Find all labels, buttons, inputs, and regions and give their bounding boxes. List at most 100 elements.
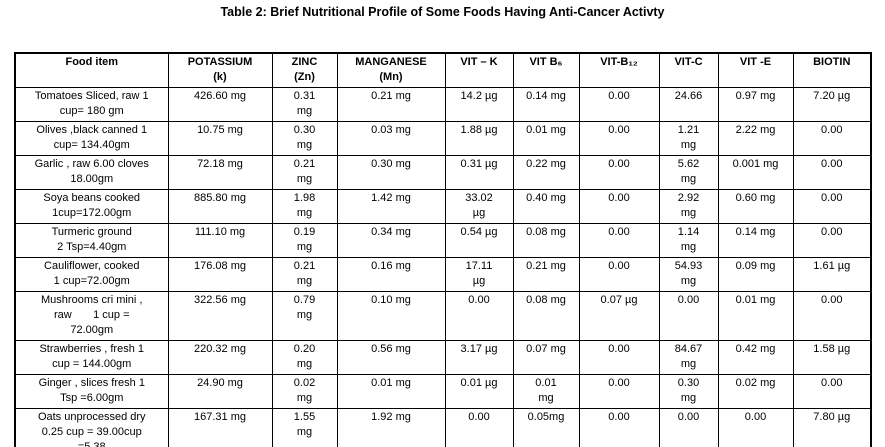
cell-manganese: 0.21 mg — [336, 87, 446, 122]
cell-potassium: 111.10 mg — [167, 223, 273, 258]
cell-zinc: 0.30 mg — [271, 121, 338, 156]
column-header-vit-c: VIT-C — [658, 52, 719, 88]
cell-potassium: 220.32 mg — [167, 340, 273, 375]
column-header-manganese: MANGANESE (Mn) — [336, 52, 446, 88]
cell-biotin: 0.00 — [792, 374, 872, 409]
cell-vit-b6: 0.01 mg — [512, 121, 580, 156]
cell-vit-c: 1.21 mg — [658, 121, 719, 156]
cell-manganese: 0.10 mg — [336, 291, 446, 341]
cell-vit-b6: 0.40 mg — [512, 189, 580, 224]
cell-food-item: Tomatoes Sliced, raw 1 cup= 180 gm — [14, 87, 169, 122]
column-header-vit-e: VIT -E — [717, 52, 794, 88]
table-title: Table 2: Brief Nutritional Profile of So… — [220, 5, 665, 19]
cell-zinc: 0.21 mg — [271, 155, 338, 190]
table-row-cauliflower: Cauliflower, cooked 1 cup=72.00gm 176.08… — [14, 257, 872, 292]
cell-vit-b12: 0.00 — [578, 257, 660, 292]
cell-vit-b6: 0.05mg — [512, 408, 580, 447]
cell-zinc: 1.55 mg — [271, 408, 338, 447]
cell-vit-e: 0.14 mg — [717, 223, 794, 258]
cell-biotin: 0.00 — [792, 155, 872, 190]
cell-vit-b12: 0.00 — [578, 189, 660, 224]
cell-vit-k: 0.01 µg — [444, 374, 514, 409]
cell-vit-k: 17.11 µg — [444, 257, 514, 292]
cell-vit-k: 0.00 — [444, 291, 514, 341]
cell-vit-e: 0.00 — [717, 408, 794, 447]
cell-food-item: Ginger , slices fresh 1 Tsp =6.00gm — [14, 374, 169, 409]
cell-vit-c: 84.67 mg — [658, 340, 719, 375]
cell-zinc: 0.21 mg — [271, 257, 338, 292]
column-header-zinc: ZINC (Zn) — [271, 52, 338, 88]
cell-vit-b6: 0.21 mg — [512, 257, 580, 292]
cell-biotin: 0.00 — [792, 291, 872, 341]
cell-potassium: 10.75 mg — [167, 121, 273, 156]
cell-vit-e: 0.001 mg — [717, 155, 794, 190]
table-row-soya-beans: Soya beans cooked 1cup=172.00gm 885.80 m… — [14, 189, 872, 224]
cell-vit-e: 2.22 mg — [717, 121, 794, 156]
cell-potassium: 885.80 mg — [167, 189, 273, 224]
cell-food-item: Cauliflower, cooked 1 cup=72.00gm — [14, 257, 169, 292]
cell-potassium: 322.56 mg — [167, 291, 273, 341]
cell-biotin: 1.61 µg — [792, 257, 872, 292]
cell-vit-k: 1.88 µg — [444, 121, 514, 156]
cell-vit-c: 0.00 — [658, 291, 719, 341]
table-row-oats: Oats unprocessed dry 0.25 cup = 39.00cup… — [14, 408, 872, 447]
cell-zinc: 1.98 mg — [271, 189, 338, 224]
cell-potassium: 426.60 mg — [167, 87, 273, 122]
column-header-vit-b6: VIT B₆ — [512, 52, 580, 88]
cell-vit-b6: 0.22 mg — [512, 155, 580, 190]
cell-vit-c: 2.92 mg — [658, 189, 719, 224]
table-row-turmeric: Turmeric ground 2 Tsp=4.40gm 111.10 mg 0… — [14, 223, 872, 258]
cell-vit-k: 0.00 — [444, 408, 514, 447]
cell-food-item: Mushrooms cri mini , raw 1 cup = 72.00gm — [14, 291, 169, 341]
cell-biotin: 0.00 — [792, 121, 872, 156]
cell-manganese: 1.92 mg — [336, 408, 446, 447]
cell-vit-b12: 0.00 — [578, 121, 660, 156]
cell-vit-e: 0.02 mg — [717, 374, 794, 409]
cell-potassium: 167.31 mg — [167, 408, 273, 447]
cell-potassium: 176.08 mg — [167, 257, 273, 292]
table-row-olives: Olives ,black canned 1 cup= 134.40gm 10.… — [14, 121, 872, 156]
cell-vit-k: 3.17 µg — [444, 340, 514, 375]
table-row-ginger: Ginger , slices fresh 1 Tsp =6.00gm 24.9… — [14, 374, 872, 409]
cell-manganese: 0.16 mg — [336, 257, 446, 292]
cell-vit-b12: 0.00 — [578, 223, 660, 258]
cell-vit-b12: 0.00 — [578, 87, 660, 122]
cell-biotin: 7.80 µg — [792, 408, 872, 447]
cell-vit-e: 0.01 mg — [717, 291, 794, 341]
table-row-mushrooms: Mushrooms cri mini , raw 1 cup = 72.00gm… — [14, 291, 872, 341]
column-header-vit-b12: VIT-B₁₂ — [578, 52, 660, 88]
cell-zinc: 0.31 mg — [271, 87, 338, 122]
cell-zinc: 0.20 mg — [271, 340, 338, 375]
cell-vit-b6: 0.07 mg — [512, 340, 580, 375]
cell-vit-c: 5.62 mg — [658, 155, 719, 190]
cell-vit-b12: 0.00 — [578, 374, 660, 409]
column-header-vit-k: VIT – K — [444, 52, 514, 88]
cell-vit-k: 0.31 µg — [444, 155, 514, 190]
cell-zinc: 0.02 mg — [271, 374, 338, 409]
cell-vit-e: 0.60 mg — [717, 189, 794, 224]
cell-manganese: 0.30 mg — [336, 155, 446, 190]
column-header-potassium: POTASSIUM (k) — [167, 52, 273, 88]
cell-vit-e: 0.09 mg — [717, 257, 794, 292]
cell-food-item: Strawberries , fresh 1 cup = 144.00gm — [14, 340, 169, 375]
cell-manganese: 0.03 mg — [336, 121, 446, 156]
cell-vit-k: 14.2 µg — [444, 87, 514, 122]
cell-vit-k: 33.02 µg — [444, 189, 514, 224]
cell-potassium: 72.18 mg — [167, 155, 273, 190]
cell-food-item: Oats unprocessed dry 0.25 cup = 39.00cup… — [14, 408, 169, 447]
cell-vit-c: 0.30 mg — [658, 374, 719, 409]
cell-vit-e: 0.97 mg — [717, 87, 794, 122]
cell-biotin: 0.00 — [792, 189, 872, 224]
cell-vit-b6: 0.14 mg — [512, 87, 580, 122]
nutrition-table: Food item POTASSIUM (k) ZINC (Zn) MANGAN… — [14, 52, 872, 447]
cell-manganese: 0.01 mg — [336, 374, 446, 409]
cell-biotin: 0.00 — [792, 223, 872, 258]
cell-vit-c: 54.93 mg — [658, 257, 719, 292]
table-row-strawberries: Strawberries , fresh 1 cup = 144.00gm 22… — [14, 340, 872, 375]
cell-vit-c: 0.00 — [658, 408, 719, 447]
header-row: Food item POTASSIUM (k) ZINC (Zn) MANGAN… — [14, 52, 872, 88]
cell-vit-k: 0.54 µg — [444, 223, 514, 258]
cell-vit-e: 0.42 mg — [717, 340, 794, 375]
table-row-garlic: Garlic , raw 6.00 cloves 18.00gm 72.18 m… — [14, 155, 872, 190]
